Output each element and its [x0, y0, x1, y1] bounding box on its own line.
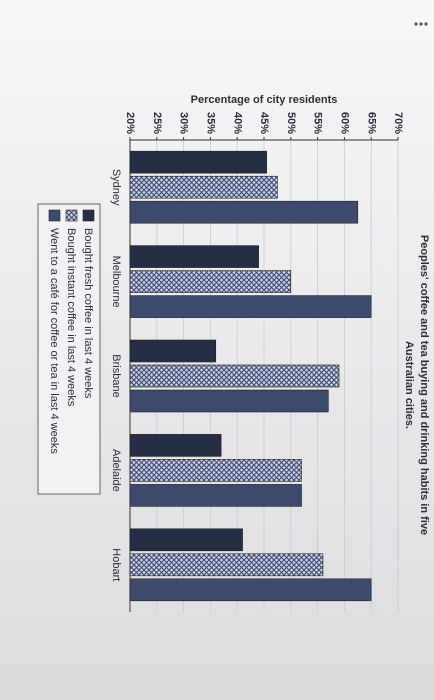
y-tick-label: 40%: [231, 112, 243, 134]
y-axis-label: Percentage of city residents: [191, 94, 338, 106]
bar: [129, 339, 217, 363]
bar: [129, 200, 359, 224]
y-tick-label: 55%: [312, 112, 324, 134]
bar: [129, 528, 243, 552]
x-tick-label: Sydney: [110, 169, 122, 206]
bar: [129, 245, 259, 268]
more-menu[interactable]: [414, 22, 428, 26]
legend-swatch: [48, 209, 61, 222]
y-tick-label: 25%: [151, 112, 163, 134]
y-tick-label: 45%: [258, 112, 270, 134]
y-tick-label: 70%: [392, 112, 404, 134]
legend-box: [37, 203, 101, 495]
chart: Peoples' coffee and tea buying and drink…: [37, 94, 430, 612]
legend-swatch: [82, 209, 95, 222]
legend-label: Bought instant coffee in last 4 weeks: [65, 228, 77, 407]
bar: [129, 270, 292, 293]
x-tick-label: Adelaide: [110, 449, 122, 492]
x-tick-label: Melbourne: [110, 256, 122, 308]
y-tick-label: 50%: [285, 112, 297, 134]
bar: [129, 150, 267, 174]
bar: [129, 484, 302, 507]
y-tick-label: 65%: [365, 112, 377, 134]
bar: [129, 459, 302, 482]
bar: [129, 175, 278, 199]
bar: [129, 434, 222, 457]
y-tick-label: 35%: [204, 112, 216, 134]
bar: [129, 389, 329, 413]
legend-label: Went to a café for coffee or tea in last…: [48, 228, 60, 454]
legend-swatch: [65, 209, 78, 222]
y-tick-label: 20%: [124, 112, 136, 134]
bar: [129, 364, 340, 388]
bar: [129, 553, 324, 577]
bar: [129, 578, 372, 602]
chart-title: Australian cities.: [403, 341, 415, 429]
bar: [129, 295, 372, 318]
y-tick-label: 60%: [338, 112, 350, 134]
y-tick-label: 30%: [178, 112, 190, 134]
legend-label: Bought fresh coffee in last 4 weeks: [82, 228, 94, 399]
x-tick-label: Hobart: [110, 548, 122, 581]
x-tick-label: Brisbane: [110, 354, 122, 397]
chart-title: Peoples' coffee and tea buying and drink…: [418, 235, 430, 535]
